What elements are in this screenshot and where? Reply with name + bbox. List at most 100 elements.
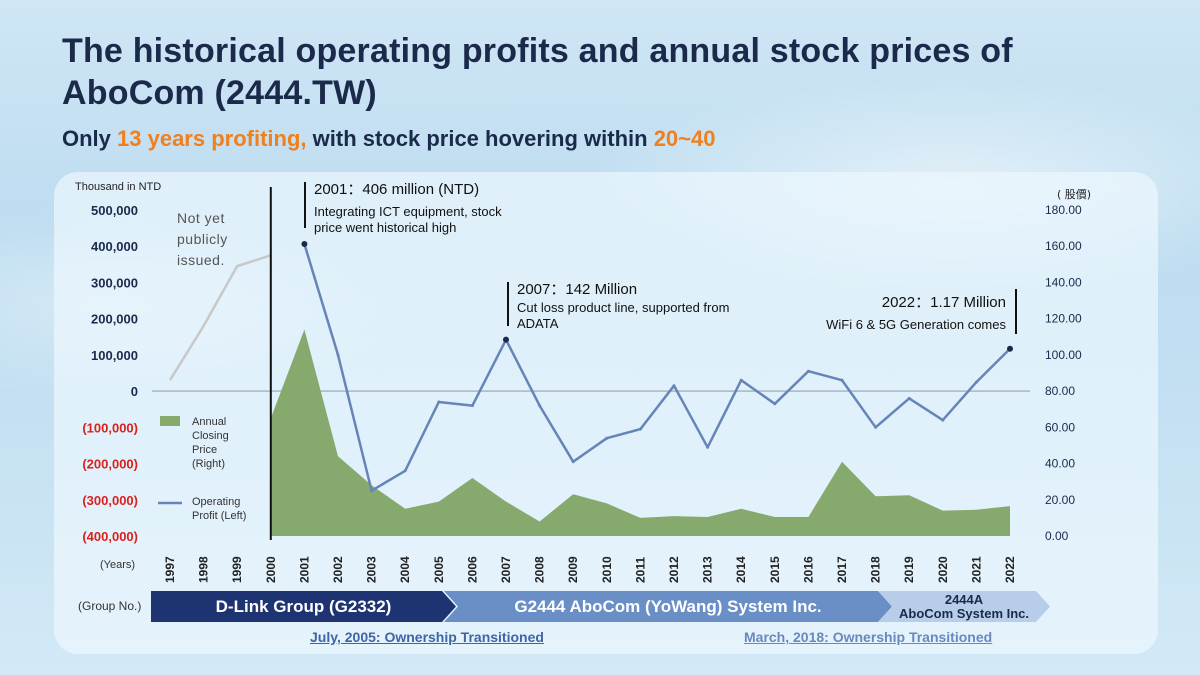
operating-profit-point [403,469,407,473]
legend-profit-label: Profit (Left) [192,510,246,522]
operating-profit-point [974,380,978,384]
legend-price-label: Annual [192,416,226,428]
x-tick-label: 2008 [533,556,547,583]
x-tick-label: 2020 [936,556,950,583]
operating-profit-point [470,404,474,408]
operating-profit-point [638,427,642,431]
left-tick-label: (300,000) [82,493,138,508]
right-tick-label: 180.00 [1045,203,1082,217]
x-tick-label: 2013 [701,556,715,583]
x-tick-label: 2001 [297,556,311,583]
group-bar-2444a-line1: 2444A [944,591,984,607]
left-tick-label: 400,000 [91,239,138,254]
annotation-2001-text: price went historical high [314,220,456,235]
operating-profit-point [605,436,609,440]
operating-profit-point [370,489,374,493]
right-tick-label: 120.00 [1045,312,1082,326]
x-tick-label: 2004 [398,556,412,583]
x-tick-label: 2009 [566,556,580,583]
operating-profit-point [806,369,810,373]
legend-price-label: Closing [192,430,229,442]
operating-profit-point [336,353,340,357]
operating-profit-point [437,400,441,404]
x-tick-label: 2000 [264,556,278,583]
annotation-2007-text: Cut loss product line, supported from [517,300,729,315]
x-tick-label: 1997 [163,556,177,583]
left-tick-label: (100,000) [82,420,138,435]
x-tick-label: 2021 [969,556,983,583]
x-tick-label: 1999 [230,556,244,583]
annotation-2007-heading: 2007：142 Million [517,281,637,298]
left-tick-label: 200,000 [91,312,138,327]
x-tick-label: 2015 [768,556,782,583]
legend-price-swatch [160,416,180,426]
operating-profit-point [941,418,945,422]
left-tick-label: 100,000 [91,348,138,363]
subtitle-highlight-years: 13 years profiting, [117,126,307,151]
annotation-2007-marker [503,336,509,343]
operating-profit-point [874,425,878,429]
operating-profit-point [907,396,911,400]
right-tick-label: 100.00 [1045,348,1082,362]
left-axis-unit-label: Thousand in NTD [75,181,161,193]
group-bar-g2444: G2444 AboCom (YoWang) System Inc. [444,591,892,622]
operating-profit-point [538,404,542,408]
x-tick-label: 2011 [633,557,647,583]
right-tick-label: 140.00 [1045,275,1082,289]
annotation-2022-text: WiFi 6 & 5G Generation comes [826,317,1006,332]
annotation-2001-heading: 2001：406 million (NTD) [314,181,479,198]
transition-note-2018: March, 2018: Ownership Transitioned [744,629,993,645]
operating-profit-point [672,384,676,388]
x-tick-label: 2007 [499,556,513,583]
right-tick-label: 60.00 [1045,420,1075,434]
subtitle-part2: with stock price hovering within [306,126,654,151]
x-tick-label: 2014 [734,556,748,583]
operating-profit-point [840,378,844,382]
right-tick-label: 40.00 [1045,457,1075,471]
group-bar-g2444-label: G2444 AboCom (YoWang) System Inc. [514,596,822,616]
left-tick-label: (200,000) [82,457,138,472]
group-number-label: (Group No.) [78,599,142,613]
x-tick-label: 2002 [331,556,345,583]
left-tick-label: 300,000 [91,275,138,290]
group-bar-dlink: D-Link Group (G2332) [151,591,456,622]
operating-profit-point [739,378,743,382]
operating-profit-point [773,402,777,406]
annotation-2022-heading: 2022：1.17 Million [882,294,1006,311]
right-tick-label: 80.00 [1045,384,1075,398]
left-tick-label: (400,000) [82,529,138,544]
left-tick-label: 0 [131,384,138,399]
annotation-2007-text: ADATA [517,316,559,331]
pre-listing-note-line: publicly [177,231,228,247]
transition-note-2005: July, 2005: Ownership Transitioned [310,629,544,645]
legend-profit-label: Operating [192,496,240,508]
group-bar-2444a: 2444A AboCom System Inc. [878,591,1050,622]
annotation-2001-marker [301,241,308,248]
subtitle-highlight-range: 20~40 [653,126,716,151]
right-axis-unit-label: ( 股價) [1057,187,1091,201]
legend-price-label: (Right) [192,458,225,470]
x-tick-label: 2010 [600,556,614,583]
group-bar-2444a-line2: AboCom System Inc. [898,605,1030,621]
x-tick-label: 2012 [667,556,681,583]
x-tick-label: 1998 [197,556,211,583]
annotation-2022-marker [1007,345,1013,352]
x-tick-label: 2022 [1003,556,1017,583]
x-tick-label: 2006 [465,556,479,583]
page-title: The historical operating profits and ann… [62,32,1013,112]
annotation-2001-text: Integrating ICT equipment, stock [314,204,502,219]
operating-profit-line [303,243,1011,492]
group-bar-dlink-label: D-Link Group (G2332) [215,596,392,616]
left-tick-label: 500,000 [91,203,138,218]
page-subtitle: Only 13 years profiting, with stock pric… [62,126,715,152]
x-tick-label: 2019 [902,556,916,583]
legend-price-label: Price [192,444,217,456]
right-tick-label: 160.00 [1045,239,1082,253]
x-tick-label: 2017 [835,556,849,583]
right-tick-label: 20.00 [1045,493,1075,507]
x-axis-label: (Years) [100,559,135,571]
pre-listing-note-line: issued. [177,252,225,268]
operating-profit-point [571,460,575,464]
right-tick-label: 0.00 [1045,529,1069,543]
